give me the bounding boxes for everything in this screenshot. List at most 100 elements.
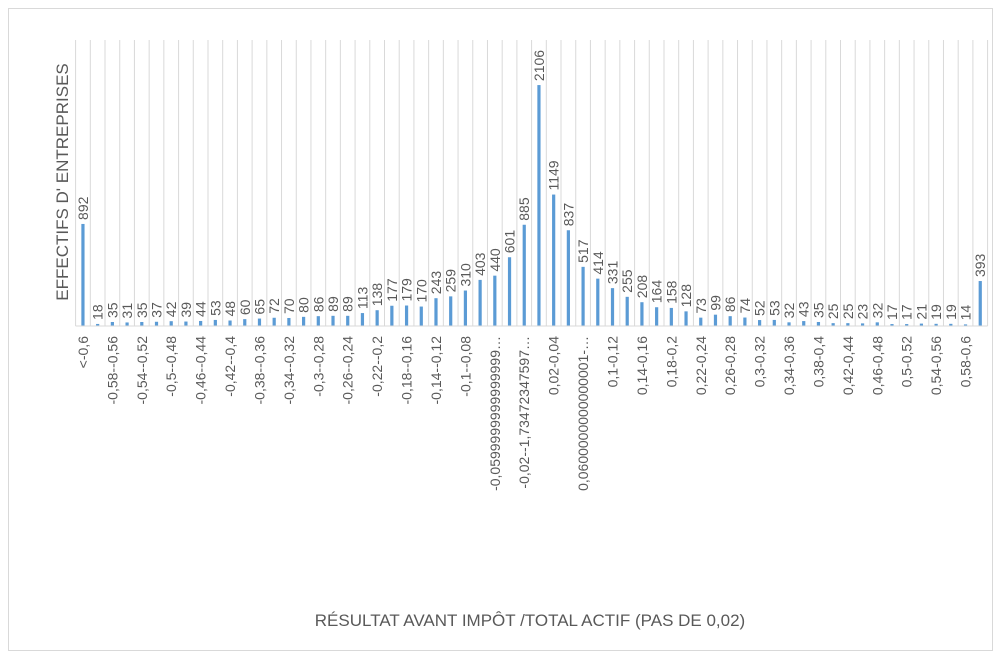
bar	[875, 322, 879, 326]
x-tick-label: <-0,6	[75, 336, 91, 369]
bar	[287, 317, 291, 326]
value-label: 32	[781, 303, 797, 319]
value-label: 37	[149, 302, 165, 318]
bar	[860, 323, 865, 326]
x-tick-label: 0,1-0,12	[605, 336, 621, 388]
bar	[404, 305, 409, 326]
bar	[169, 321, 173, 326]
bar	[419, 306, 423, 326]
value-label: 19	[928, 304, 944, 320]
bar	[434, 298, 438, 326]
bar	[816, 321, 821, 326]
bar	[713, 314, 718, 326]
bar	[272, 317, 276, 326]
x-tick-label: -0,5--0,48	[163, 336, 179, 397]
bar	[963, 324, 968, 326]
x-tick-label: 0,3-0,32	[752, 336, 768, 388]
value-label: 80	[296, 297, 312, 313]
bar	[140, 321, 144, 326]
x-tick-label: -0,14--0,12	[428, 336, 444, 405]
value-label: 158	[663, 280, 679, 304]
x-tick-label: -0,34--0,32	[281, 336, 297, 405]
bar	[449, 296, 453, 326]
value-label: 177	[384, 278, 400, 302]
bar	[934, 323, 938, 326]
x-tick-label: 0,34-0,36	[781, 336, 797, 395]
value-label: 73	[693, 298, 709, 314]
x-tick-label: 0,26-0,28	[722, 336, 738, 395]
x-axis-title: RÉSULTAT AVANT IMPÔT /TOTAL ACTIF (PAS D…	[315, 611, 745, 630]
value-label: 601	[502, 230, 518, 254]
x-tick-label: 0,42-0,44	[840, 336, 856, 395]
bar	[625, 296, 629, 326]
bar	[228, 320, 232, 326]
x-tick-label: 0,5-0,52	[899, 336, 915, 388]
value-label: 138	[369, 283, 385, 307]
bar	[581, 266, 585, 326]
bar	[125, 322, 129, 326]
x-tick-label: -0,3--0,28	[310, 336, 326, 397]
value-label: 43	[796, 301, 812, 317]
bar	[257, 318, 262, 326]
bar	[552, 194, 556, 326]
bar	[184, 321, 188, 326]
value-label: 179	[399, 278, 415, 302]
value-label: 21	[913, 304, 929, 320]
value-label: 2106	[531, 50, 547, 81]
bar	[316, 316, 320, 326]
y-axis-title: EFFECTIFS D' ENTREPRISES	[53, 63, 72, 301]
value-label: 113	[354, 287, 370, 310]
value-label: 53	[207, 300, 223, 316]
value-label: 892	[75, 196, 91, 220]
value-label: 42	[163, 301, 179, 317]
x-tick-label: -0,22--0,2	[369, 336, 385, 397]
bar	[758, 320, 762, 326]
value-label: 17	[884, 304, 900, 320]
x-tick-label: 0,38-0,4	[810, 336, 826, 388]
bar	[610, 288, 615, 326]
x-tick-label: -0,38--0,36	[251, 336, 267, 405]
bar	[537, 85, 541, 326]
bar	[919, 323, 924, 326]
bar	[110, 321, 114, 326]
bar	[684, 311, 688, 326]
x-tick-label: 0,22-0,24	[693, 336, 709, 395]
x-tick-label: -0,58--0,56	[104, 336, 120, 405]
bar	[375, 310, 379, 326]
value-label: 837	[560, 203, 576, 227]
value-label: 208	[634, 275, 650, 299]
bar	[213, 319, 217, 326]
bar	[831, 323, 835, 326]
bar	[802, 321, 806, 326]
value-label: 60	[237, 299, 253, 315]
bar	[478, 279, 482, 326]
bar	[243, 319, 247, 326]
value-label: 440	[487, 248, 503, 272]
bar	[669, 307, 673, 326]
bar	[699, 317, 703, 326]
value-label: 310	[457, 263, 473, 287]
value-label: 243	[428, 271, 444, 295]
bar	[772, 319, 776, 326]
value-label: 48	[222, 301, 238, 317]
bar	[566, 230, 570, 326]
x-tick-label: -0,02--1,73472347597…	[516, 336, 532, 489]
x-tick-label: 0,14-0,16	[634, 336, 650, 395]
bar	[96, 323, 100, 326]
value-label: 885	[516, 197, 532, 221]
value-label: 32	[869, 303, 885, 319]
bar	[890, 324, 894, 326]
bar	[81, 223, 85, 326]
x-tick-label: 0,18-0,2	[663, 336, 679, 388]
value-label: 19	[943, 304, 959, 320]
value-label: 393	[972, 253, 988, 277]
value-label: 23	[855, 304, 871, 320]
value-label: 170	[413, 279, 429, 303]
x-tick-label: -0,0599999999999999…	[487, 336, 503, 491]
bar	[390, 305, 394, 326]
bar	[655, 307, 659, 326]
bar	[743, 317, 747, 326]
value-label: 74	[737, 298, 753, 314]
bar	[154, 321, 159, 326]
bar	[905, 324, 909, 326]
